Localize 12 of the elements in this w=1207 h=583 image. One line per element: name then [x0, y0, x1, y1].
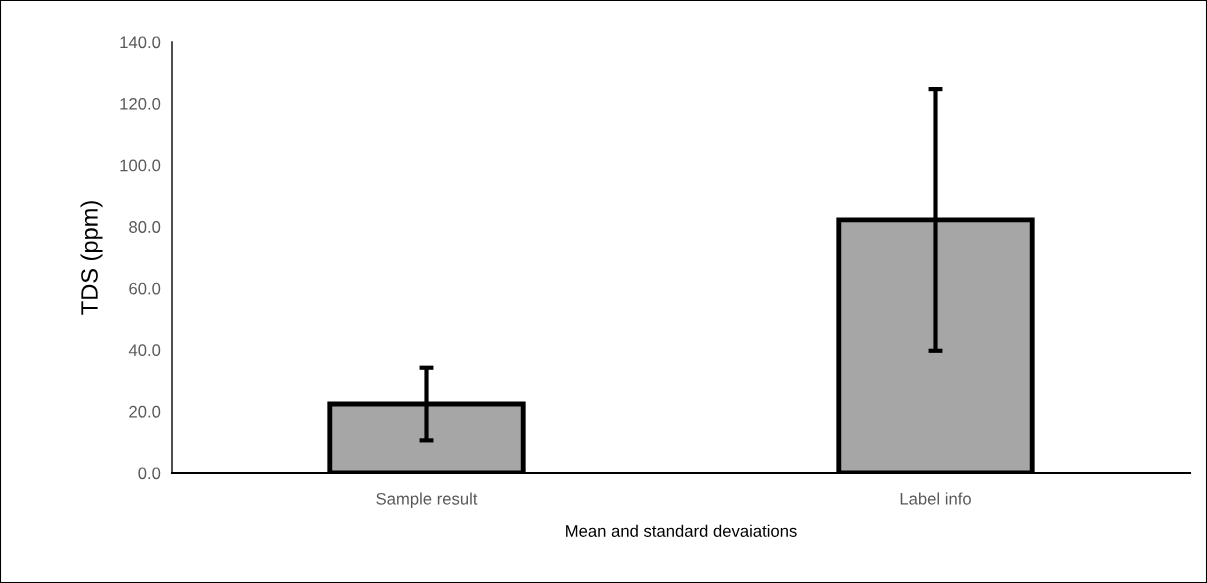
y-tick-label: 60.0: [129, 282, 161, 295]
x-axis-title: Mean and standard devaiations: [566, 524, 797, 537]
y-tick-label: 100.0: [120, 159, 161, 172]
y-tick-label: 80.0: [129, 221, 161, 233]
x-tick-label: Label info: [900, 492, 971, 505]
y-tick-label: 120.0: [120, 97, 161, 110]
y-tick-label: 40.0: [128, 344, 161, 357]
y-tick-label: 140.0: [120, 36, 161, 49]
y-tick-label: 0.0: [138, 467, 161, 480]
x-tick-label: Sample result: [376, 492, 478, 508]
y-axis-title: TDS (ppm): [80, 201, 103, 315]
y-tick-label: 20.0: [129, 405, 161, 418]
